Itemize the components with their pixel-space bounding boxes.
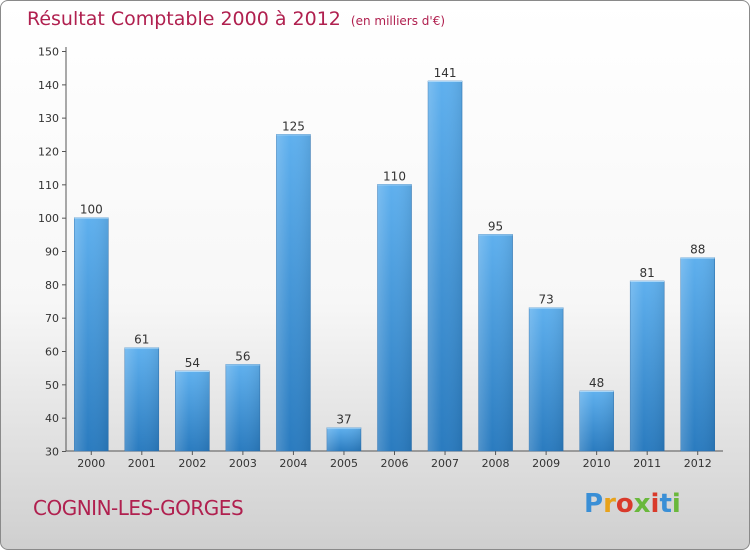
y-tick-label: 100 — [38, 212, 59, 225]
bar-value-label: 125 — [282, 119, 305, 133]
proxiti-logo: Proxiti — [584, 489, 681, 519]
bar-value-label: 81 — [640, 266, 655, 280]
chart-title: Résultat Comptable 2000 à 2012 (en millie… — [27, 8, 445, 30]
bar-value-label: 73 — [538, 293, 553, 307]
x-tick-label: 2009 — [532, 457, 560, 470]
y-tick-label: 150 — [38, 46, 59, 59]
x-tick-label: 2002 — [178, 457, 206, 470]
bar-value-label: 110 — [383, 169, 406, 183]
x-tick-label: 2012 — [684, 457, 712, 470]
bar-shine — [225, 364, 260, 451]
bar-shine — [680, 257, 715, 451]
logo-letter: P — [584, 489, 604, 519]
bar-value-label: 88 — [690, 243, 705, 257]
y-tick-label: 130 — [38, 112, 59, 125]
bar-value-label: 141 — [434, 66, 457, 80]
logo-letter: x — [633, 489, 651, 519]
x-tick-label: 2004 — [279, 457, 307, 470]
bar-shine — [529, 307, 564, 451]
logo-letter: t — [659, 489, 672, 519]
y-tick-label: 30 — [45, 446, 59, 459]
logo-letter: i — [650, 489, 660, 519]
x-tick-label: 2011 — [633, 457, 661, 470]
x-tick-label: 2005 — [330, 457, 358, 470]
y-tick-label: 70 — [45, 312, 59, 325]
x-tick-label: 2010 — [583, 457, 611, 470]
bar-value-label: 48 — [589, 376, 604, 390]
y-tick-label: 50 — [45, 379, 59, 392]
logo-letter: r — [603, 489, 616, 519]
y-tick-label: 40 — [45, 412, 59, 425]
bar-shine — [124, 347, 159, 451]
chart-subtitle: (en milliers d'€) — [350, 14, 446, 28]
bar-value-label: 100 — [80, 203, 103, 217]
x-tick-label: 2007 — [431, 457, 459, 470]
y-tick-label: 140 — [38, 79, 59, 92]
x-tick-label: 2001 — [128, 457, 156, 470]
bar-value-label: 37 — [336, 413, 351, 427]
x-tick-label: 2006 — [381, 457, 409, 470]
bar-shine — [579, 391, 614, 451]
logo-letter: i — [671, 489, 681, 519]
bar-value-label: 56 — [235, 349, 250, 363]
y-tick-label: 90 — [45, 246, 59, 259]
y-tick-label: 80 — [45, 279, 59, 292]
bar-shine — [478, 234, 513, 451]
logo-letter: o — [615, 489, 634, 519]
x-tick-label: 2008 — [482, 457, 510, 470]
bar-value-label: 54 — [185, 356, 200, 370]
bar-shine — [630, 281, 665, 451]
bar-value-label: 95 — [488, 219, 503, 233]
x-tick-label: 2000 — [77, 457, 105, 470]
bar-shine — [74, 217, 109, 451]
y-tick-label: 60 — [45, 346, 59, 359]
x-tick-label: 2003 — [229, 457, 257, 470]
bar-shine — [377, 184, 412, 452]
bar-shine — [326, 427, 361, 451]
y-tick-label: 110 — [38, 179, 59, 192]
bar-shine — [175, 371, 210, 451]
chart-title-text: Résultat Comptable 2000 à 2012 — [27, 8, 341, 30]
bar-shine — [428, 81, 463, 451]
bar-value-label: 61 — [134, 333, 149, 347]
bar-shine — [276, 134, 311, 452]
city-name: COGNIN-LES-GORGES — [33, 496, 244, 520]
y-tick-label: 120 — [38, 146, 59, 159]
